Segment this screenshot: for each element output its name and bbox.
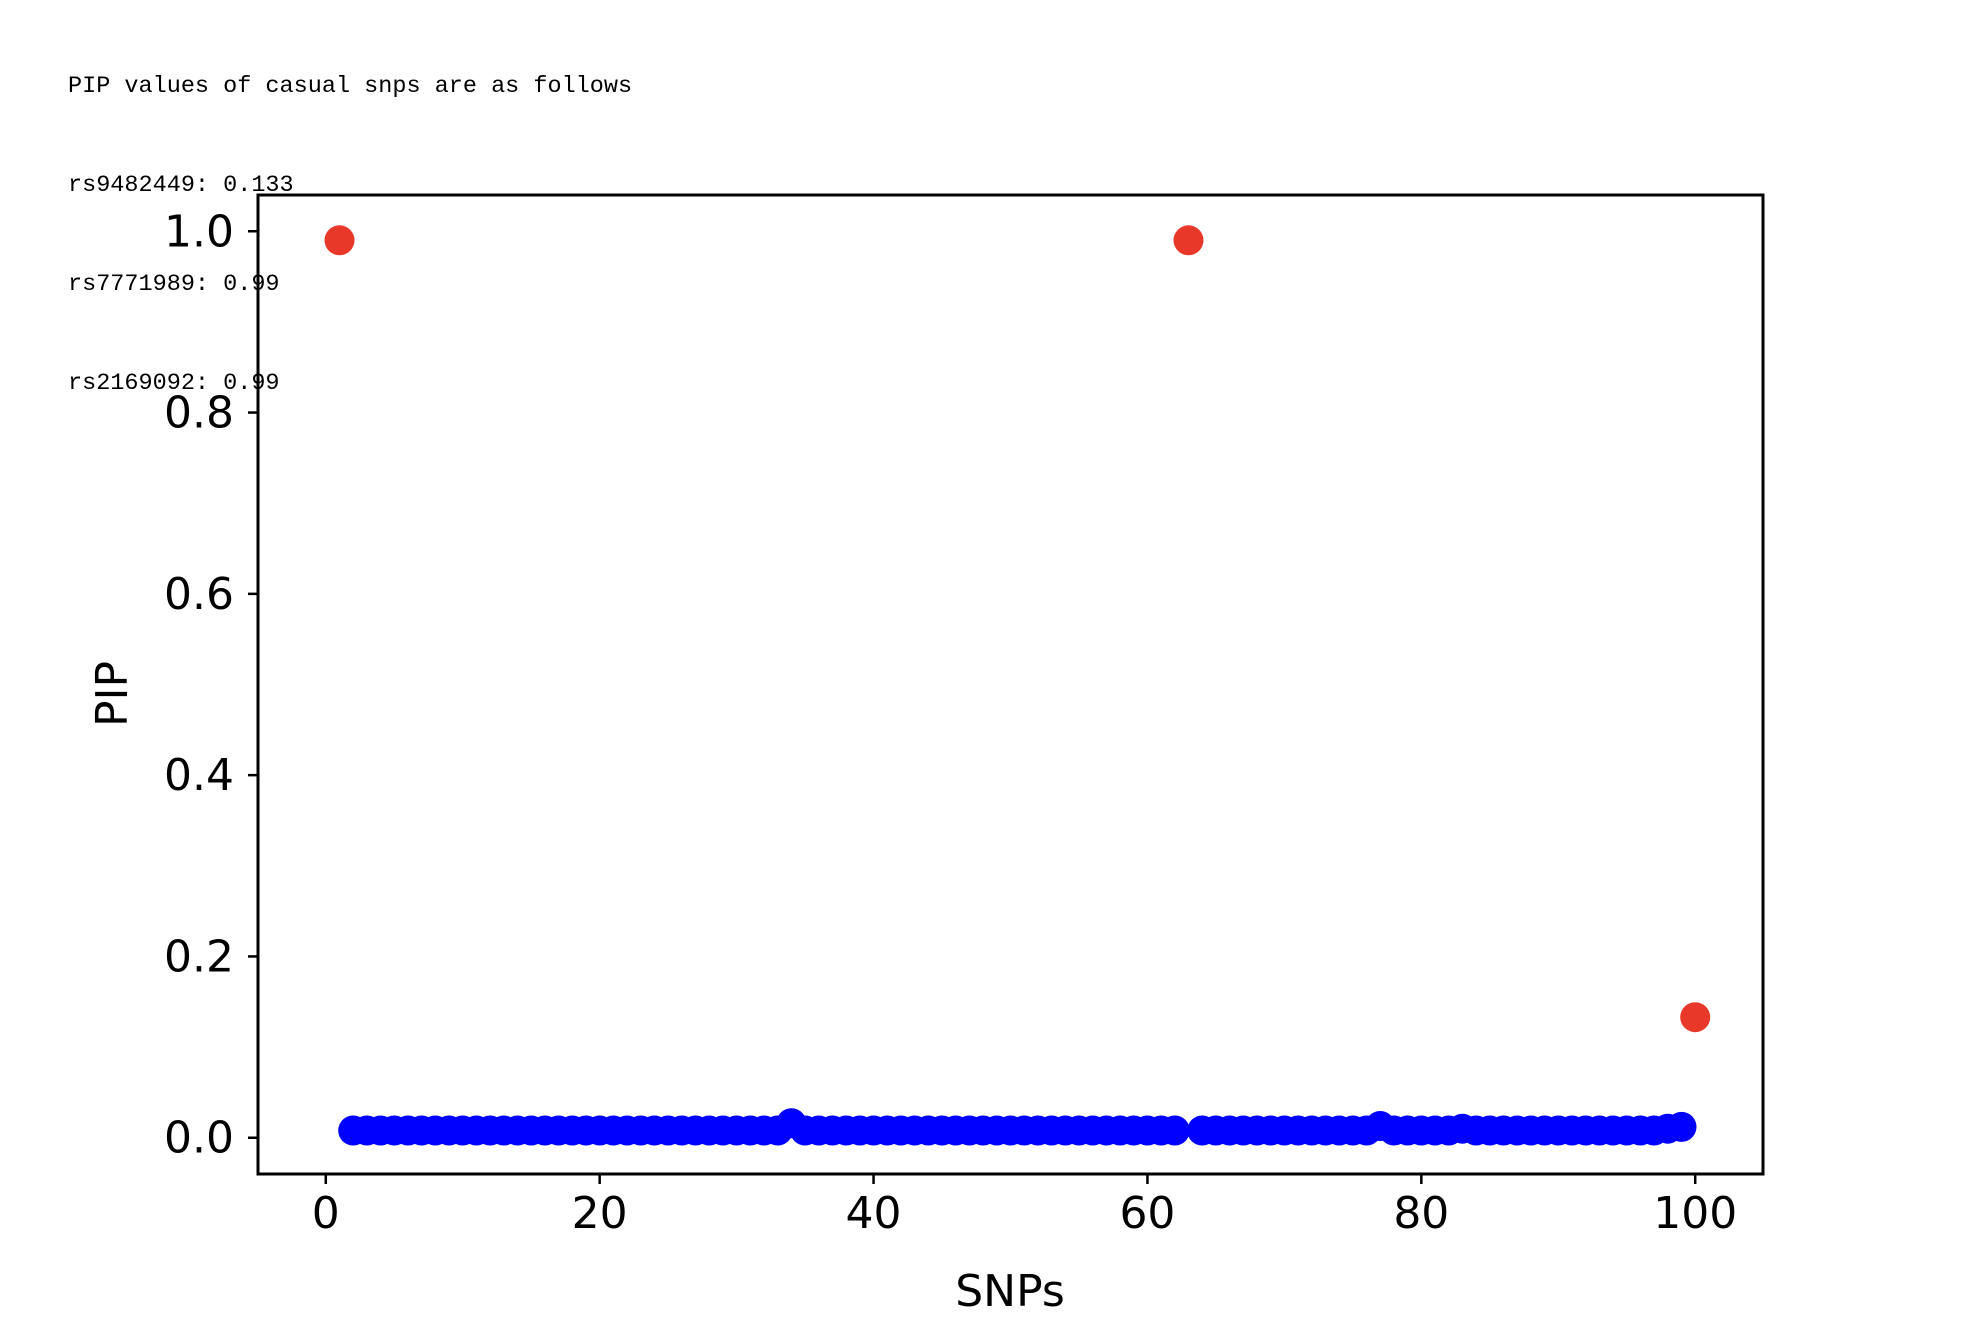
y-tick-label: 0.8 (164, 388, 234, 439)
console-output: PIP values of casual snps are as follows… (68, 4, 632, 433)
snp-point (1159, 1115, 1190, 1146)
console-line: PIP values of casual snps are as follows (68, 73, 633, 100)
y-tick-label: 1.0 (164, 206, 234, 257)
x-tick-label: 80 (1393, 1188, 1449, 1239)
y-axis: 0.0 0.2 0.4 0.6 0.8 1.0 (164, 206, 258, 1164)
points-layer (324, 225, 1711, 1146)
x-axis: 0 20 40 60 80 100 (312, 1174, 1737, 1239)
console-line: rs2169092: 0.99 (68, 370, 280, 397)
x-tick-label: 40 (846, 1188, 902, 1239)
y-tick-label: 0.4 (164, 750, 234, 801)
x-tick-label: 60 (1119, 1188, 1175, 1239)
causal-snp-point (1680, 1002, 1711, 1033)
y-axis-title: PIP (87, 661, 138, 727)
causal-snp-point (324, 225, 355, 256)
x-tick-label: 0 (312, 1188, 340, 1239)
console-line: rs7771989: 0.99 (68, 271, 280, 298)
x-axis-title: SNPs (955, 1266, 1065, 1317)
snp-point (1666, 1111, 1697, 1142)
causal-snp-point (1173, 225, 1204, 256)
y-tick-label: 0.0 (164, 1113, 234, 1164)
plot-frame (256, 193, 1765, 1176)
y-tick-label: 0.2 (164, 931, 234, 982)
x-tick-label: 100 (1653, 1188, 1737, 1239)
x-tick-label: 20 (572, 1188, 628, 1239)
y-tick-label: 0.6 (164, 569, 234, 620)
